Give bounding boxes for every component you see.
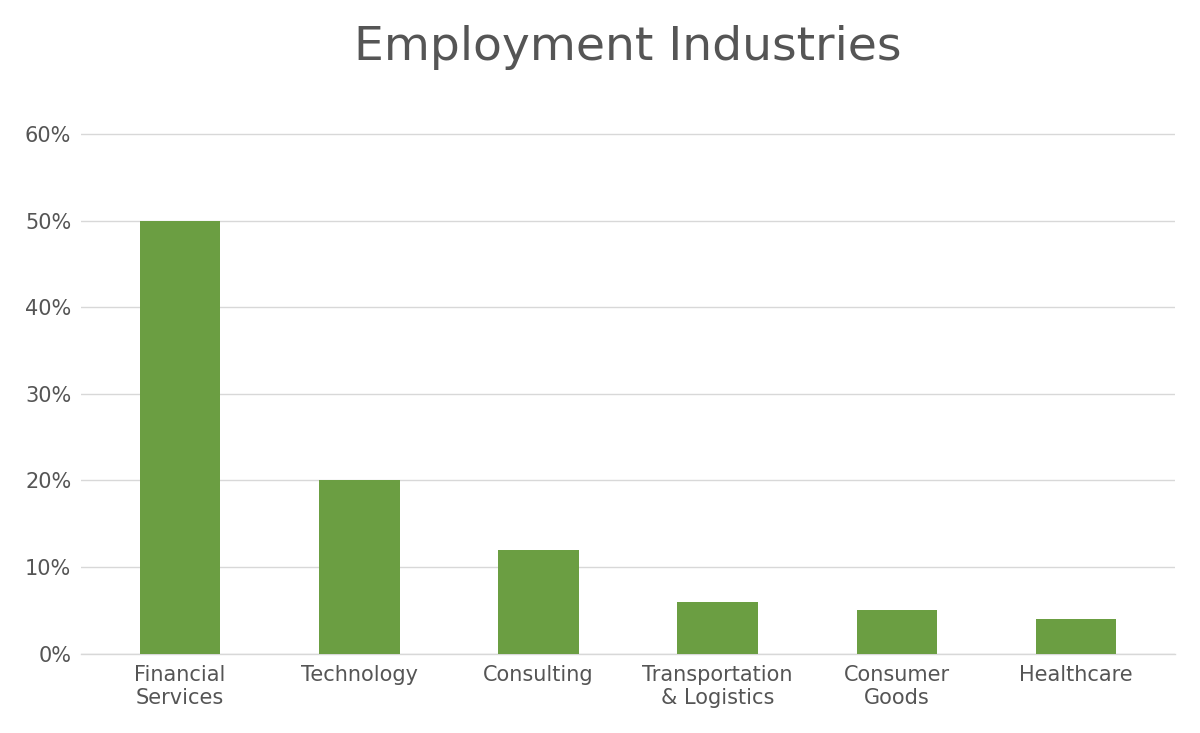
Bar	[1036, 619, 1116, 654]
Bar	[139, 221, 221, 654]
Bar	[498, 550, 578, 654]
Bar	[677, 602, 758, 654]
Title: Employment Industries: Employment Industries	[354, 25, 901, 70]
Bar	[319, 480, 400, 654]
Bar	[857, 611, 937, 654]
